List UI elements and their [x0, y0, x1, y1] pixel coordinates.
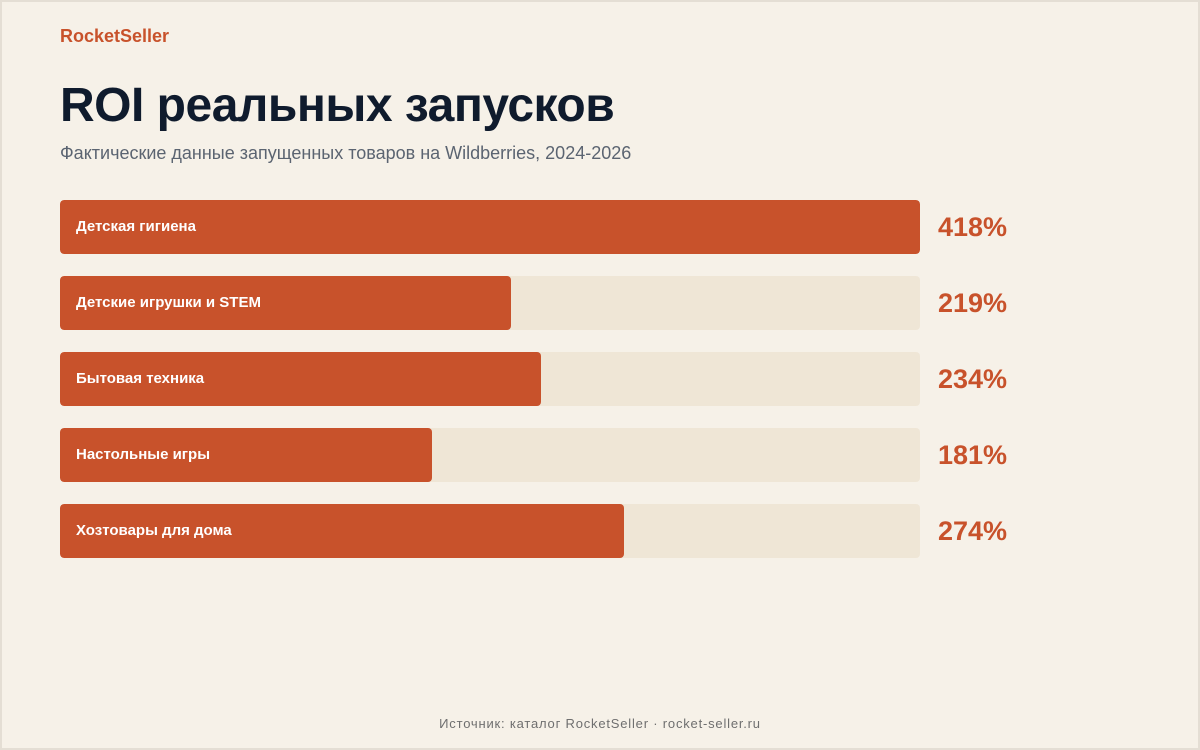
bar-track: Детские игрушки и STEM [60, 276, 920, 330]
bar-track: Бытовая техника [60, 352, 920, 406]
chart-title: ROI реальных запусков [60, 79, 615, 132]
bar-track: Настольные игры [60, 428, 920, 482]
source-footer: Источник: каталог RocketSeller · rocket-… [439, 716, 761, 731]
bar-row: Детские игрушки и STEM 219% [60, 276, 1060, 330]
bar-category-label: Хозтовары для дома [76, 522, 232, 539]
bar-category-label: Детские игрушки и STEM [76, 294, 261, 311]
bar [60, 200, 920, 254]
bar [60, 428, 433, 482]
bar [60, 352, 542, 406]
bar-value-label: 234% [938, 364, 1008, 394]
brand-logo-text: RocketSeller [60, 26, 170, 46]
bar-track: Хозтовары для дома [60, 504, 920, 558]
bar-value-label: 274% [938, 516, 1008, 546]
bar-category-label: Бытовая техника [76, 370, 205, 387]
bar-category-label: Детская гигиена [76, 218, 196, 235]
bar-chart: Детская гигиена 418% Детские игрушки и STE… [60, 200, 1060, 580]
bar-row: Настольные игры 181% [60, 428, 1060, 482]
bar-value-label: 418% [938, 212, 1008, 242]
bar-track: Детская гигиена [60, 200, 920, 254]
bar [60, 504, 624, 558]
bar-value-label: 181% [938, 440, 1008, 470]
chart-subtitle: Фактические данные запущенных товаров на… [60, 143, 632, 163]
bar-row: Хозтовары для дома 274% [60, 504, 1060, 558]
bar-row: Детская гигиена 418% [60, 200, 1060, 254]
bar-category-label: Настольные игры [76, 446, 211, 463]
bar [60, 276, 511, 330]
bar-value-label: 219% [938, 288, 1008, 318]
bar-row: Бытовая техника 234% [60, 352, 1060, 406]
